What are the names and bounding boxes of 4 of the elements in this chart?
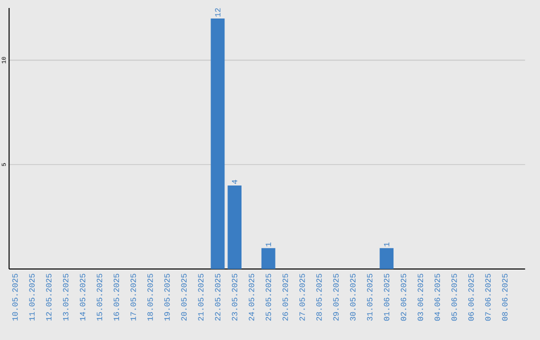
bar — [261, 248, 276, 269]
bar — [380, 248, 394, 269]
bar — [210, 18, 225, 269]
bar — [228, 185, 242, 269]
